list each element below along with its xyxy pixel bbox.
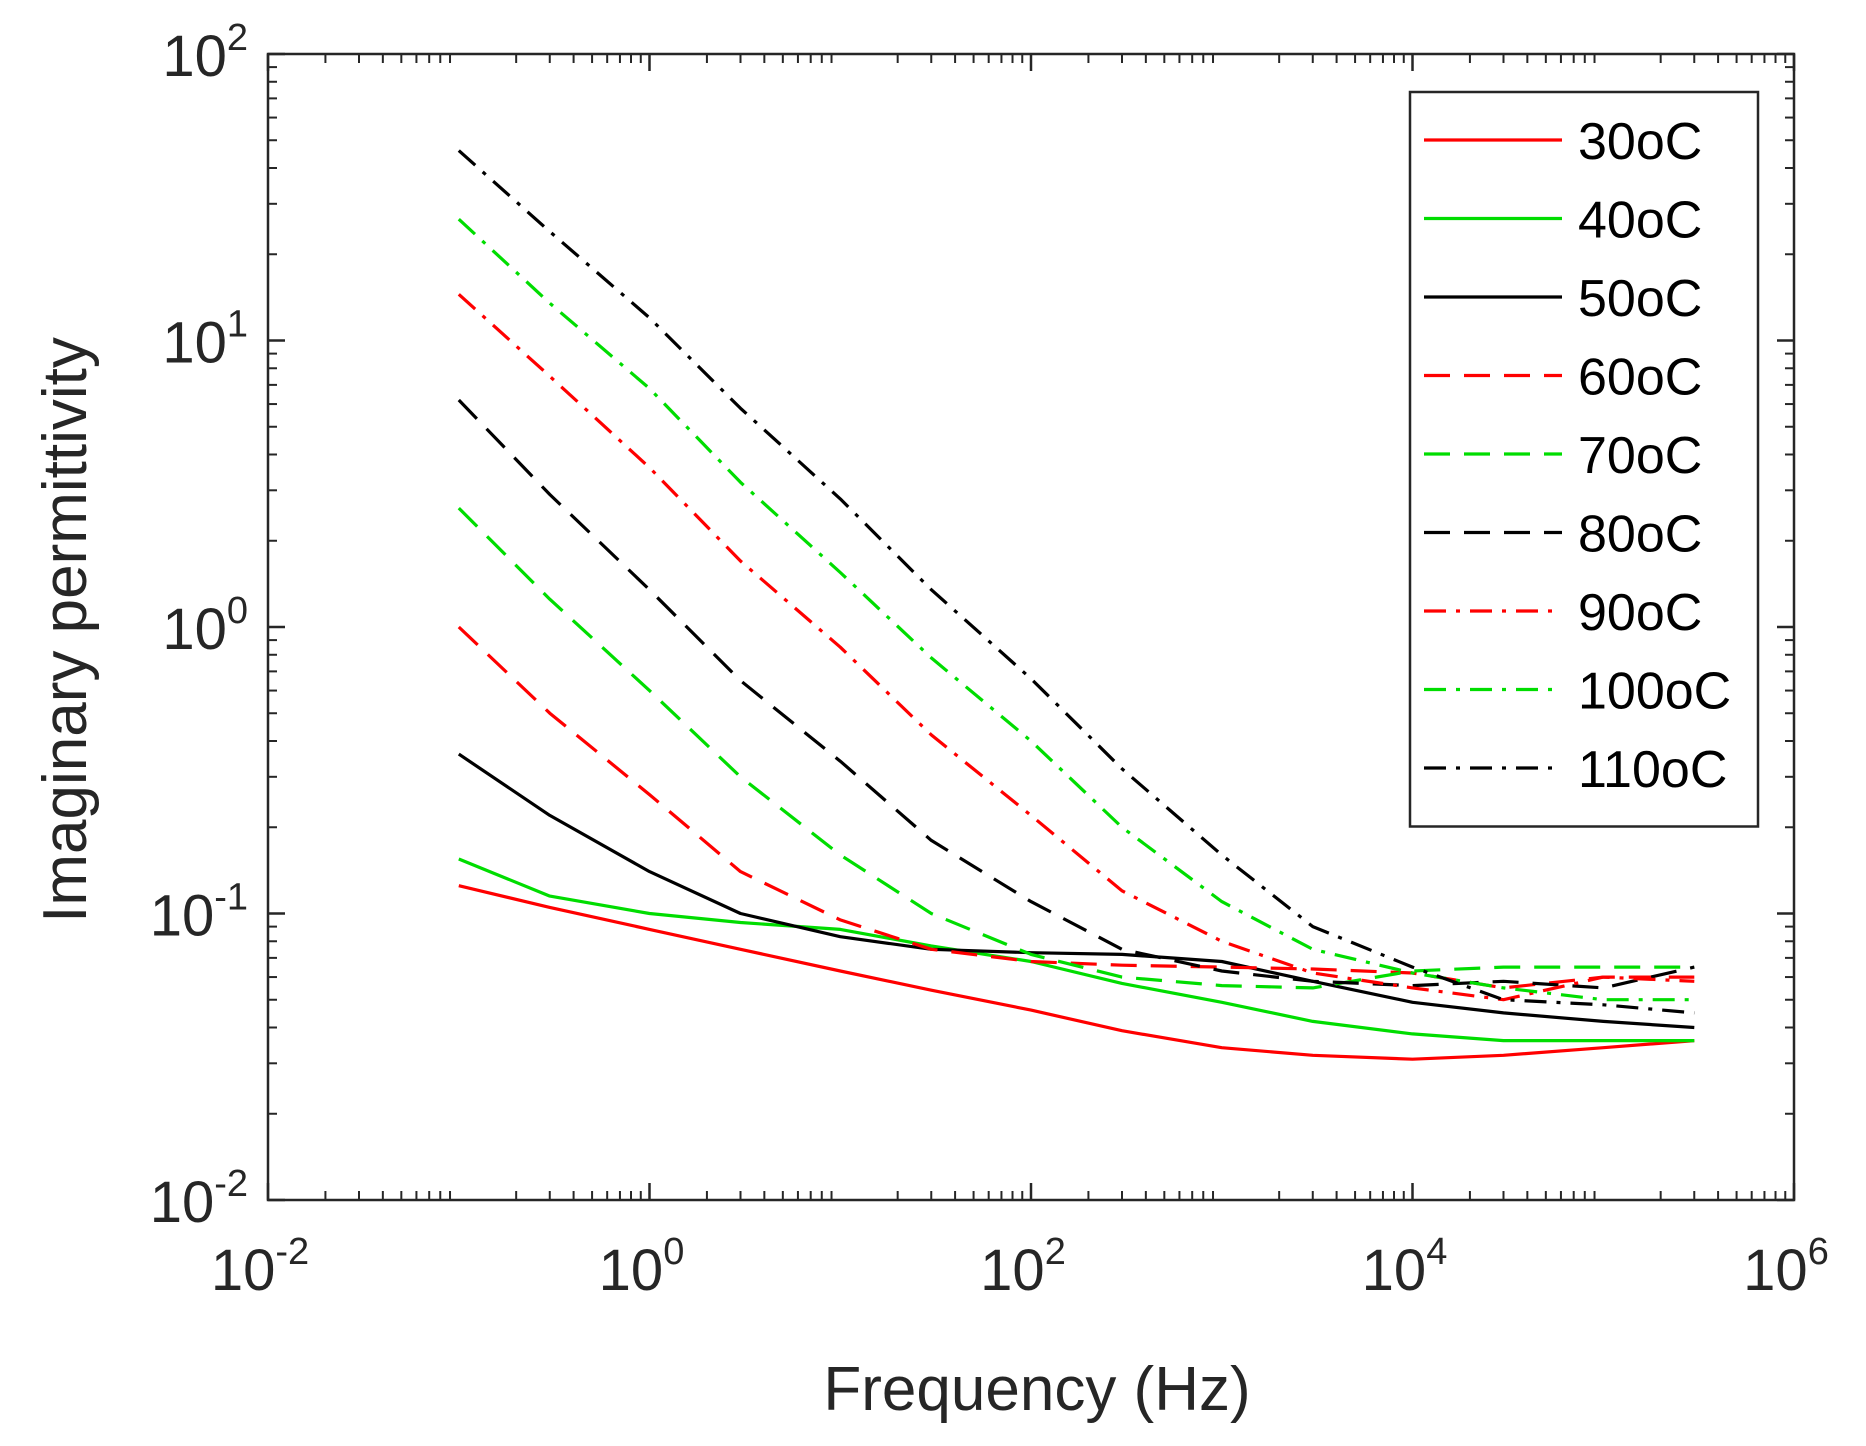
legend-label-30oC: 30oC	[1578, 113, 1702, 171]
minor-ticks	[268, 54, 1794, 1200]
x-tick-label: 100	[599, 1231, 685, 1303]
legend: 30oC 40oC 50oC 60oC 70oC 80oC 90oC 100oC 110oC	[1408, 90, 1760, 828]
series-line-80oC	[457, 398, 1695, 990]
legend-label-80oC: 80oC	[1578, 506, 1702, 564]
legend-label-70oC: 70oC	[1578, 427, 1702, 485]
series-line-40oC	[458, 857, 1695, 1043]
legend-label-40oC: 40oC	[1578, 192, 1702, 250]
y-tick-labels: 10-2 10-1 100 101 102	[150, 17, 248, 1235]
y-tick-label: 101	[162, 304, 248, 376]
legend-label-100oC: 100oC	[1578, 663, 1731, 721]
series-line-90oC	[457, 293, 1695, 1002]
legend-label-90oC: 90oC	[1578, 584, 1702, 642]
y-axis-label: Imaginary permittivity	[31, 337, 100, 923]
legend-label-60oC: 60oC	[1578, 349, 1702, 407]
x-axis-label: Frequency (Hz)	[823, 1355, 1250, 1424]
x-tick-labels: 10-2 100 102 104 106	[211, 1231, 1829, 1303]
series-line-100oC	[457, 218, 1695, 1002]
x-tick-label: 104	[1362, 1231, 1448, 1303]
legend-label-110oC: 110oC	[1578, 741, 1727, 799]
x-tick-label: 10-2	[211, 1231, 309, 1303]
series-lines	[457, 149, 1695, 1061]
legend-box	[1408, 90, 1760, 828]
series-line-50oC	[457, 752, 1695, 1030]
y-tick-label: 100	[162, 590, 248, 662]
legend-label-50oC: 50oC	[1578, 270, 1702, 328]
series-line-110oC	[457, 149, 1695, 1015]
y-tick-label: 10-1	[150, 877, 248, 949]
x-tick-label: 106	[1743, 1231, 1829, 1303]
major-ticks	[266, 52, 1796, 1202]
y-tick-label: 10-2	[150, 1163, 248, 1235]
y-tick-label: 102	[162, 17, 248, 89]
x-tick-label: 102	[980, 1231, 1066, 1303]
series-line-30oC	[458, 884, 1695, 1061]
series-line-70oC	[457, 506, 1695, 990]
